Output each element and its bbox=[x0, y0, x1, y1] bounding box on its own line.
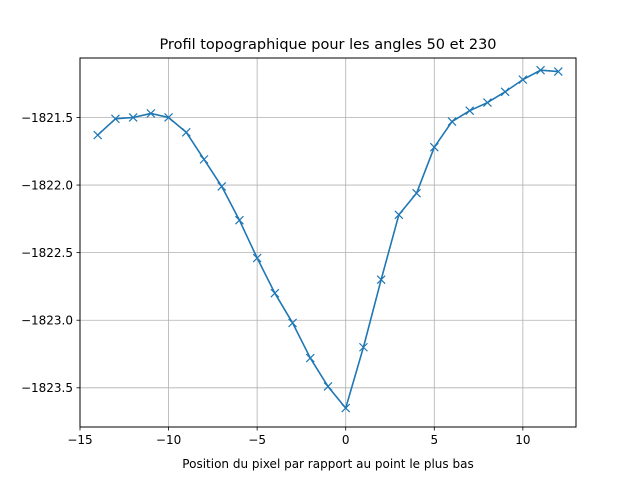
x-axis-label: Position du pixel par rapport au point l… bbox=[182, 457, 473, 471]
data-point-marker bbox=[323, 382, 333, 391]
data-point-marker bbox=[235, 215, 244, 225]
data-point-marker bbox=[394, 210, 404, 220]
data-point-marker bbox=[412, 188, 421, 198]
data-point-marker bbox=[146, 108, 156, 118]
data-point-marker bbox=[341, 403, 351, 413]
data-point-marker bbox=[518, 75, 528, 85]
chart-title: Profil topographique pour les angles 50 … bbox=[159, 37, 496, 53]
data-point-marker bbox=[376, 275, 386, 285]
data-point-marker bbox=[447, 117, 457, 126]
y-tick-label: −1822.5 bbox=[21, 246, 73, 260]
x-axis: −15 −10 −5 0 5 10 bbox=[67, 427, 530, 447]
x-tick-label: 5 bbox=[430, 433, 438, 447]
data-point-marker bbox=[500, 87, 510, 97]
data-point-marker bbox=[429, 142, 439, 152]
x-tick-label: −15 bbox=[67, 433, 92, 447]
data-point-marker bbox=[252, 253, 262, 263]
x-tick-label: 10 bbox=[515, 433, 530, 447]
data-point-marker bbox=[359, 342, 368, 352]
x-tick-label: 0 bbox=[342, 433, 350, 447]
y-tick-label: −1822.0 bbox=[21, 178, 73, 192]
y-tick-label: −1821.5 bbox=[21, 111, 73, 125]
x-tick-label: −5 bbox=[248, 433, 266, 447]
data-point-marker bbox=[305, 353, 315, 363]
data-point-marker bbox=[465, 106, 475, 116]
data-point-marker bbox=[217, 181, 227, 191]
data-point-marker bbox=[93, 130, 103, 140]
data-point-marker bbox=[164, 113, 173, 122]
y-axis: −1821.5 −1822.0 −1822.5 −1823.0 −1823.5 bbox=[21, 111, 80, 395]
grid-lines bbox=[79, 58, 576, 427]
data-point-marker bbox=[128, 113, 138, 122]
data-point-marker bbox=[181, 127, 191, 137]
x-tick-label: −10 bbox=[156, 433, 181, 447]
series-layer bbox=[93, 65, 563, 413]
data-point-marker bbox=[483, 98, 492, 108]
plot-frame bbox=[79, 57, 577, 428]
data-point-marker bbox=[288, 318, 297, 328]
y-tick-label: −1823.0 bbox=[21, 314, 73, 328]
data-point-marker bbox=[536, 65, 545, 75]
data-point-marker bbox=[553, 67, 563, 76]
data-point-marker bbox=[111, 114, 120, 124]
data-point-marker bbox=[199, 154, 209, 164]
data-point-marker bbox=[270, 288, 280, 298]
y-tick-label: −1823.5 bbox=[21, 381, 73, 395]
